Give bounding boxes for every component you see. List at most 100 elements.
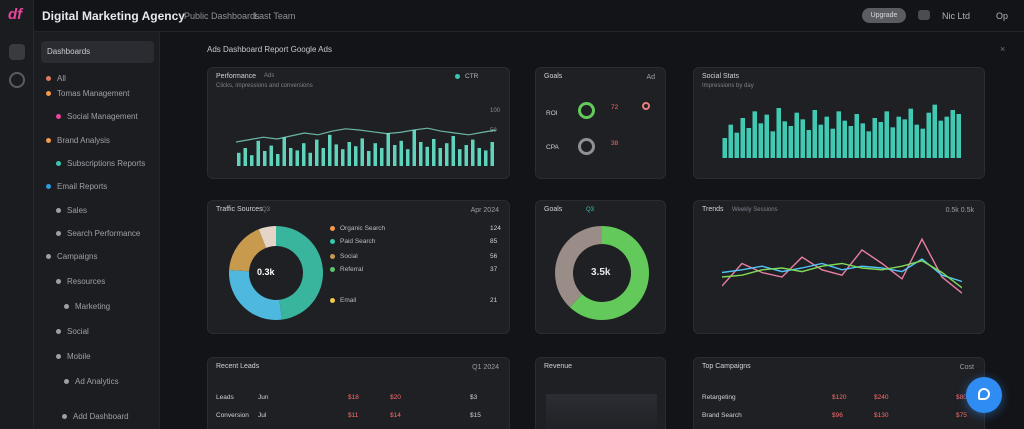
bar [490,142,494,166]
sidebar-item[interactable]: Add Dashboard [62,412,129,421]
sidebar-item[interactable]: Email Reports [46,182,107,191]
sidebar-dot-icon [46,76,51,82]
performance-chart [236,127,496,166]
bar [872,118,877,158]
goals-donut [555,226,649,320]
bar [237,152,241,166]
sidebar-item[interactable]: All [46,74,66,83]
sidebar-item[interactable]: Search Performance [56,229,140,238]
close-icon[interactable]: × [1000,44,1006,54]
card-title: Performance [216,73,257,80]
help-icon[interactable] [9,72,25,88]
pie-slice [229,229,267,272]
bar [854,114,859,158]
nav-link-public[interactable]: Public Dashboards [184,11,260,21]
sidebar-header[interactable]: Dashboards [41,41,154,63]
bar [956,114,961,158]
legend-item: Organic Search [330,225,385,232]
card-title: Traffic Sources [216,206,263,213]
bar [896,116,901,158]
sidebar-item[interactable]: Subscriptions Reports [56,159,145,168]
chat-icon [978,388,990,400]
table-cell: $240 [874,394,889,401]
pie-center-value: 0.3k [257,267,275,277]
sidebar-item[interactable]: Social Management [56,112,138,121]
card-subtitle: Impressions by day [702,83,754,89]
sidebar-dot-icon [46,91,51,97]
bar [926,112,931,158]
bar [914,124,919,158]
upgrade-button[interactable]: Upgrade [862,8,906,23]
bar [938,120,943,158]
sidebar-item[interactable]: Sales [56,206,87,215]
user-menu[interactable]: Op [996,11,1009,21]
sidebar-item-label: All [57,74,66,83]
sidebar-item-label: Marketing [75,302,111,311]
bar [458,149,462,166]
sidebar-item[interactable]: Ad Analytics [64,377,119,386]
social-stats-chart [722,104,961,158]
bar [432,139,436,166]
card-title: Recent Leads [216,363,260,370]
pie-slice [229,270,282,320]
bar [386,133,390,166]
bar [464,145,468,166]
bar [302,143,306,166]
sidebar-item[interactable]: Marketing [64,302,110,311]
card-badge: Ads [264,73,275,79]
card-goals: Goals Ad ROI CPA 72 38 [535,67,666,179]
sidebar-item[interactable]: Resources [56,277,105,286]
goal-value: 72 [611,104,619,111]
card-trends: Trends Weekly Sessions 0.5k 0.5k [693,200,985,334]
table-cell: Retargeting [702,394,736,401]
card-values: 0.5k 0.5k [945,207,974,214]
status-dot [642,102,650,110]
nav-link-team[interactable]: Last Team [254,11,296,21]
pie-slice [555,226,602,308]
user-name[interactable]: Nic Ltd [942,11,971,21]
sidebar-item[interactable]: Social [56,327,89,336]
sidebar-item-label: Email Reports [57,182,108,191]
bar [920,128,925,158]
bar [734,132,739,158]
chat-button[interactable] [966,377,1002,413]
bar [908,108,913,158]
sidebar-item[interactable]: Mobile [56,352,91,361]
bar [471,139,475,166]
bar [950,110,955,158]
line-series [236,127,496,143]
sidebar-item[interactable]: Brand Analysis [46,136,110,145]
table-cell: $96 [832,412,843,419]
card-title: Trends [702,206,724,213]
bar [347,142,351,166]
sidebar-item[interactable]: Tomas Management [46,89,129,98]
bar [818,124,823,158]
bar [794,112,799,158]
card-social-stats: Social Stats Impressions by day [693,67,985,179]
sidebar-item-label: Add Dashboard [73,412,129,421]
legend-value: 124 [490,225,501,232]
brand-logo[interactable]: df [8,6,23,23]
card-subtitle: Clicks, impressions and conversions [216,83,313,89]
table-cell: Conversion [216,412,249,419]
bar [788,126,793,158]
table-cell: Brand Search [702,412,742,419]
date-range[interactable]: Apr 2024 [470,207,499,214]
table-cell: $80 [956,394,967,401]
home-icon[interactable] [9,44,25,60]
pie-slice [258,226,276,248]
bar [782,121,787,158]
sidebar-item[interactable]: Campaigns [46,252,97,261]
traffic-pie [229,226,323,320]
bar [842,120,847,158]
table-cell: $14 [390,412,401,419]
bar [812,110,817,158]
pie-slice [276,226,323,320]
notification-icon[interactable] [918,10,930,20]
icon-rail: df [0,0,34,429]
main-heading: Ads Dashboard Report Google Ads [207,45,332,54]
bar [824,116,829,158]
sidebar-item-label: Subscriptions Reports [67,159,146,168]
legend-value: 85 [490,238,498,245]
card-period[interactable]: Q1 2024 [472,364,499,371]
